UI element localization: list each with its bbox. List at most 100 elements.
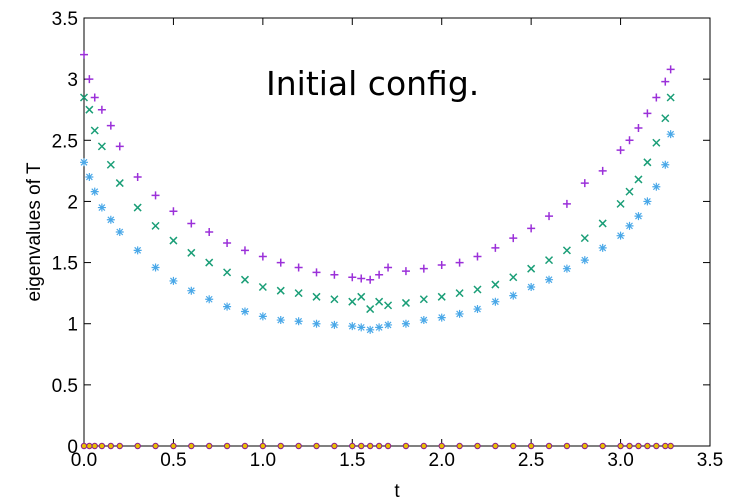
data-point bbox=[439, 443, 444, 449]
data-point bbox=[625, 136, 634, 145]
axis-ticks: 0.0 0.5 1.0 1.5 2.0 2.5 3.0 3.5 0 0.5 1 1.5 2 2.5 3 3.5 bbox=[52, 9, 724, 471]
data-point bbox=[598, 219, 607, 228]
data-point bbox=[545, 275, 554, 284]
data-point bbox=[207, 443, 212, 449]
data-point bbox=[457, 443, 462, 449]
data-point bbox=[401, 267, 410, 276]
data-point bbox=[330, 320, 339, 329]
data-point bbox=[92, 443, 97, 449]
data-point bbox=[97, 105, 106, 114]
data-point bbox=[419, 295, 428, 304]
data-point bbox=[133, 246, 142, 255]
data-point bbox=[562, 264, 571, 273]
data-point bbox=[661, 77, 670, 86]
data-point bbox=[616, 146, 625, 155]
data-point bbox=[437, 292, 446, 301]
data-point bbox=[598, 243, 607, 252]
data-point bbox=[106, 215, 115, 224]
y-tick-label: 3 bbox=[67, 70, 78, 91]
data-point bbox=[663, 443, 668, 449]
x-tick-label: 2.5 bbox=[518, 450, 544, 471]
data-point bbox=[294, 263, 303, 272]
data-point bbox=[421, 443, 427, 449]
data-point bbox=[223, 239, 232, 248]
data-point bbox=[491, 297, 500, 306]
data-point bbox=[580, 256, 589, 265]
data-point bbox=[580, 179, 589, 188]
data-point bbox=[643, 109, 652, 118]
data-point bbox=[106, 160, 115, 169]
data-point bbox=[527, 283, 536, 292]
data-point bbox=[276, 286, 285, 295]
data-point bbox=[348, 322, 357, 331]
data-point bbox=[652, 138, 661, 147]
data-point bbox=[330, 295, 339, 304]
data-point bbox=[187, 286, 196, 295]
data-point bbox=[90, 93, 99, 102]
data-point bbox=[580, 234, 589, 243]
data-point bbox=[493, 443, 498, 449]
data-point bbox=[79, 93, 89, 102]
data-point bbox=[115, 142, 124, 151]
data-point bbox=[376, 443, 382, 449]
data-point bbox=[330, 270, 339, 279]
data-point bbox=[223, 268, 232, 277]
data-point bbox=[133, 203, 142, 212]
data-point bbox=[582, 443, 587, 449]
y-tick-label: 0 bbox=[67, 437, 78, 458]
data-point bbox=[348, 273, 357, 282]
data-point bbox=[375, 323, 384, 332]
data-point bbox=[357, 323, 366, 332]
data-point bbox=[384, 320, 393, 329]
data-point bbox=[171, 443, 176, 449]
data-point bbox=[384, 301, 393, 310]
data-point bbox=[666, 93, 675, 102]
data-point bbox=[473, 305, 482, 314]
data-point bbox=[205, 295, 214, 304]
data-point bbox=[654, 443, 659, 449]
data-point bbox=[153, 443, 158, 449]
data-point bbox=[473, 252, 482, 261]
data-point bbox=[97, 142, 106, 151]
data-point bbox=[511, 443, 516, 449]
data-point bbox=[661, 114, 670, 123]
data-point bbox=[187, 219, 196, 228]
data-point bbox=[546, 443, 552, 449]
data-point bbox=[169, 207, 178, 216]
y-tick-label: 2 bbox=[67, 192, 78, 213]
data-point bbox=[562, 246, 571, 255]
x-axis-label: t bbox=[394, 481, 400, 502]
data-point bbox=[151, 221, 160, 230]
data-point bbox=[437, 313, 446, 322]
data-point bbox=[108, 443, 114, 449]
data-point bbox=[634, 212, 643, 221]
data-point bbox=[87, 443, 92, 449]
data-point bbox=[527, 264, 536, 273]
data-point bbox=[332, 443, 337, 449]
data-point bbox=[598, 166, 607, 175]
data-point bbox=[240, 246, 249, 255]
data-point bbox=[366, 325, 375, 334]
data-point bbox=[384, 263, 393, 272]
data-point bbox=[509, 291, 518, 300]
data-point bbox=[643, 158, 652, 167]
data-point bbox=[276, 258, 285, 267]
data-point bbox=[117, 443, 122, 449]
data-point bbox=[85, 172, 94, 181]
data-point bbox=[85, 75, 94, 84]
y-axis-label: eigenvalues of T bbox=[24, 162, 45, 301]
data-point bbox=[106, 121, 115, 130]
data-point bbox=[652, 93, 661, 102]
data-point bbox=[652, 182, 661, 191]
data-point bbox=[375, 270, 384, 279]
data-point bbox=[616, 231, 625, 240]
chart-annotation: Initial config. bbox=[266, 64, 479, 103]
data-point bbox=[645, 443, 650, 449]
data-point bbox=[242, 443, 248, 449]
x-tick-label: 1.5 bbox=[339, 450, 365, 471]
data-point bbox=[545, 212, 554, 221]
data-point bbox=[260, 443, 266, 449]
data-point bbox=[627, 443, 632, 449]
data-point bbox=[151, 191, 160, 200]
data-point bbox=[491, 280, 500, 289]
